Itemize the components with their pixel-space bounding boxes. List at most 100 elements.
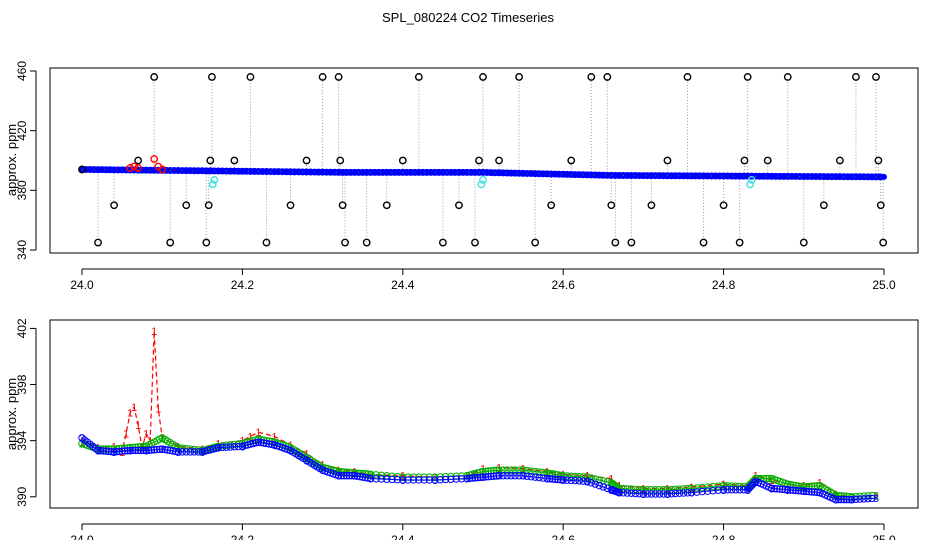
series-3-point [94,446,102,455]
series-2-point [535,468,543,476]
series-2-marker: 2 [432,472,438,484]
series-3-point [671,489,680,498]
black-point [647,201,656,210]
baseline-point [728,172,736,180]
baseline-point [403,168,411,176]
series-3-point [353,472,362,480]
cyan-point [208,180,217,189]
series-3-point [546,475,554,483]
baseline-point [792,172,800,180]
y-tick-label: 420 [15,120,29,140]
series-3-point [599,483,607,491]
series-2-point [591,475,599,483]
series-3-point [655,490,664,498]
baseline-point [339,168,347,176]
series-3-marker: 3 [873,493,879,505]
series-1-marker: 1 [247,431,253,443]
baseline-point [804,172,812,180]
baseline-point [820,173,828,181]
baseline-point [732,172,740,180]
baseline-point [331,168,339,176]
series-3-point [110,448,118,456]
baseline-point [234,167,242,175]
series-1-marker: 1 [123,429,129,441]
baseline-point [631,172,639,180]
series-3-point [527,472,535,481]
baseline-point [122,166,130,174]
baseline-point [692,172,700,180]
series-2-point [698,483,706,492]
series-3-point [484,472,493,481]
baseline-point [575,171,583,179]
baseline-point [543,170,551,178]
series-1-marker: 1 [873,490,879,502]
series-1-marker: 1 [616,481,622,493]
series-2-point [639,486,648,494]
baseline-point [800,172,808,180]
baseline-point [463,168,471,176]
series-3-point [719,486,728,494]
series-1-marker: 1 [131,402,137,414]
baseline-point [567,170,575,178]
baseline-point [262,168,270,176]
black-point [876,201,885,210]
black-point [763,156,772,165]
x-tick-label: 24.4 [391,278,415,292]
baseline-point [619,171,627,179]
series-2-point [503,466,511,474]
baseline-point [780,172,788,180]
baseline-point [551,170,559,178]
baseline-point [407,168,415,176]
series-1-marker: 1 [139,443,145,455]
series-1-marker: 1 [135,420,141,432]
series-3-point [603,484,612,493]
baseline-point [824,173,832,181]
black-point [150,73,159,81]
baseline-point [611,171,619,179]
series-3-point [115,447,124,456]
series-2-marker: 2 [320,462,326,474]
baseline-point [832,173,840,181]
baseline-point [291,168,299,176]
baseline-point [527,170,535,178]
baseline-point [266,168,274,176]
baseline-point [760,172,768,180]
series-3-point [805,487,813,496]
series-3-point [182,448,190,456]
baseline-point [242,167,250,175]
series-3-point [388,475,396,484]
cyan-point [746,180,754,189]
series-3-point [441,475,450,484]
series-2-point [714,482,722,490]
baseline-point [684,172,692,180]
black-point [398,156,407,165]
series-2-point [703,483,712,491]
baseline-point [876,173,884,181]
series-2-point [627,485,636,493]
top-plot-frame [49,67,919,254]
series-3-point [567,476,575,485]
cyan-point [747,175,756,184]
series-3-point [479,473,487,481]
series-3-point [503,472,511,480]
series-2-point [679,485,688,493]
series-3-point [372,475,380,483]
black-point [879,238,888,247]
baseline-point [499,169,507,177]
series-2-point [571,472,579,481]
baseline-point [375,168,383,176]
black-point [338,201,347,210]
series-3-point [551,475,559,483]
cyan-point [477,180,486,189]
series-2-point [635,485,644,494]
baseline-point [383,168,391,176]
black-point [334,73,343,81]
black-point [204,201,213,210]
baseline-point [142,166,150,174]
baseline-point [86,166,94,174]
baseline-point [371,168,379,176]
series-3-point [377,475,386,483]
series-3-marker: 3 [721,485,727,497]
baseline-point [595,171,603,179]
series-2-point [495,466,503,474]
